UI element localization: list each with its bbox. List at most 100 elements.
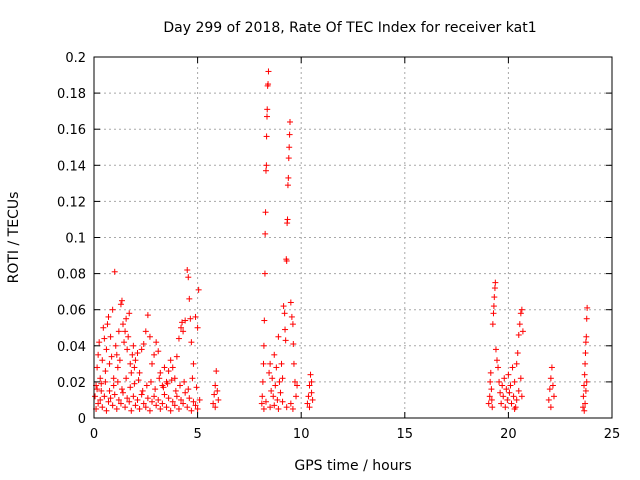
data-point xyxy=(120,321,127,328)
data-point xyxy=(195,286,202,293)
data-point xyxy=(513,360,520,367)
data-point xyxy=(262,230,269,237)
data-point xyxy=(281,310,288,317)
data-point xyxy=(306,404,313,411)
data-point xyxy=(492,279,499,286)
data-point xyxy=(134,350,141,357)
data-point xyxy=(583,378,590,385)
data-point xyxy=(103,346,110,353)
data-point xyxy=(518,393,525,400)
data-point xyxy=(261,270,268,277)
data-point xyxy=(146,333,153,340)
data-point xyxy=(104,321,111,328)
data-point xyxy=(269,375,276,382)
data-point xyxy=(582,339,589,346)
y-tick-label: 0.06 xyxy=(57,304,86,319)
data-point xyxy=(516,321,523,328)
data-point xyxy=(279,398,286,405)
data-point xyxy=(112,342,119,349)
data-point xyxy=(138,391,145,398)
y-tick-label: 0.1 xyxy=(65,232,86,247)
data-point xyxy=(492,346,499,353)
data-point xyxy=(111,391,118,398)
data-point xyxy=(126,310,133,317)
data-point xyxy=(135,377,142,384)
data-point xyxy=(308,378,315,385)
data-point xyxy=(491,285,498,292)
data-point xyxy=(109,402,116,409)
data-point xyxy=(127,384,134,391)
data-point xyxy=(579,404,586,411)
data-point xyxy=(139,387,146,394)
data-point xyxy=(167,357,174,364)
data-point xyxy=(288,313,295,320)
x-tick-label: 10 xyxy=(293,427,310,442)
data-point xyxy=(180,400,187,407)
data-point xyxy=(291,378,298,385)
data-point xyxy=(293,393,300,400)
data-point xyxy=(547,404,554,411)
data-point xyxy=(485,400,492,407)
data-point xyxy=(127,360,134,367)
data-point xyxy=(495,364,502,371)
data-point xyxy=(550,393,557,400)
data-point xyxy=(306,382,313,389)
data-point xyxy=(490,303,497,310)
data-point xyxy=(123,315,130,322)
y-tick-label: 0.08 xyxy=(57,268,86,283)
data-point xyxy=(193,384,200,391)
data-point xyxy=(106,360,113,367)
data-point xyxy=(172,387,179,394)
data-point xyxy=(547,375,554,382)
data-point xyxy=(264,113,271,120)
y-tick-label: 0.18 xyxy=(57,87,86,102)
data-point xyxy=(584,304,591,311)
data-point xyxy=(212,404,219,411)
data-point xyxy=(120,389,127,396)
data-point xyxy=(582,387,589,394)
data-point xyxy=(149,398,156,405)
y-tick-label: 0.14 xyxy=(57,159,86,174)
data-point xyxy=(182,317,189,324)
data-point xyxy=(178,396,185,403)
data-point xyxy=(282,326,289,333)
data-point xyxy=(94,386,101,393)
data-point xyxy=(308,389,315,396)
data-point xyxy=(583,333,590,340)
y-axis-label: ROTI / TECUs xyxy=(6,192,22,284)
data-point xyxy=(494,357,501,364)
data-point xyxy=(194,405,201,412)
data-point xyxy=(151,393,158,400)
data-point xyxy=(304,400,311,407)
data-point xyxy=(267,360,274,367)
data-point xyxy=(188,407,195,414)
data-point xyxy=(192,402,199,409)
data-point xyxy=(128,369,135,376)
data-point xyxy=(132,357,139,364)
data-point xyxy=(283,257,290,264)
data-point xyxy=(167,407,174,414)
data-point xyxy=(157,405,164,412)
data-point xyxy=(262,167,269,174)
data-point xyxy=(165,395,172,402)
data-point xyxy=(129,351,136,358)
data-point xyxy=(130,342,137,349)
data-point xyxy=(488,386,495,393)
data-point xyxy=(581,382,588,389)
data-point xyxy=(96,339,103,346)
data-point xyxy=(138,346,145,353)
data-point xyxy=(99,404,106,411)
data-point xyxy=(294,382,301,389)
data-point xyxy=(149,360,156,367)
data-point xyxy=(290,360,297,367)
data-point xyxy=(184,266,191,273)
data-point xyxy=(215,396,222,403)
data-point xyxy=(212,382,219,389)
data-point xyxy=(179,319,186,326)
x-axis-label: GPS time / hours xyxy=(294,458,411,474)
data-point xyxy=(583,315,590,322)
data-point xyxy=(289,405,296,412)
data-point xyxy=(196,396,203,403)
data-point xyxy=(513,396,520,403)
data-point xyxy=(213,368,220,375)
